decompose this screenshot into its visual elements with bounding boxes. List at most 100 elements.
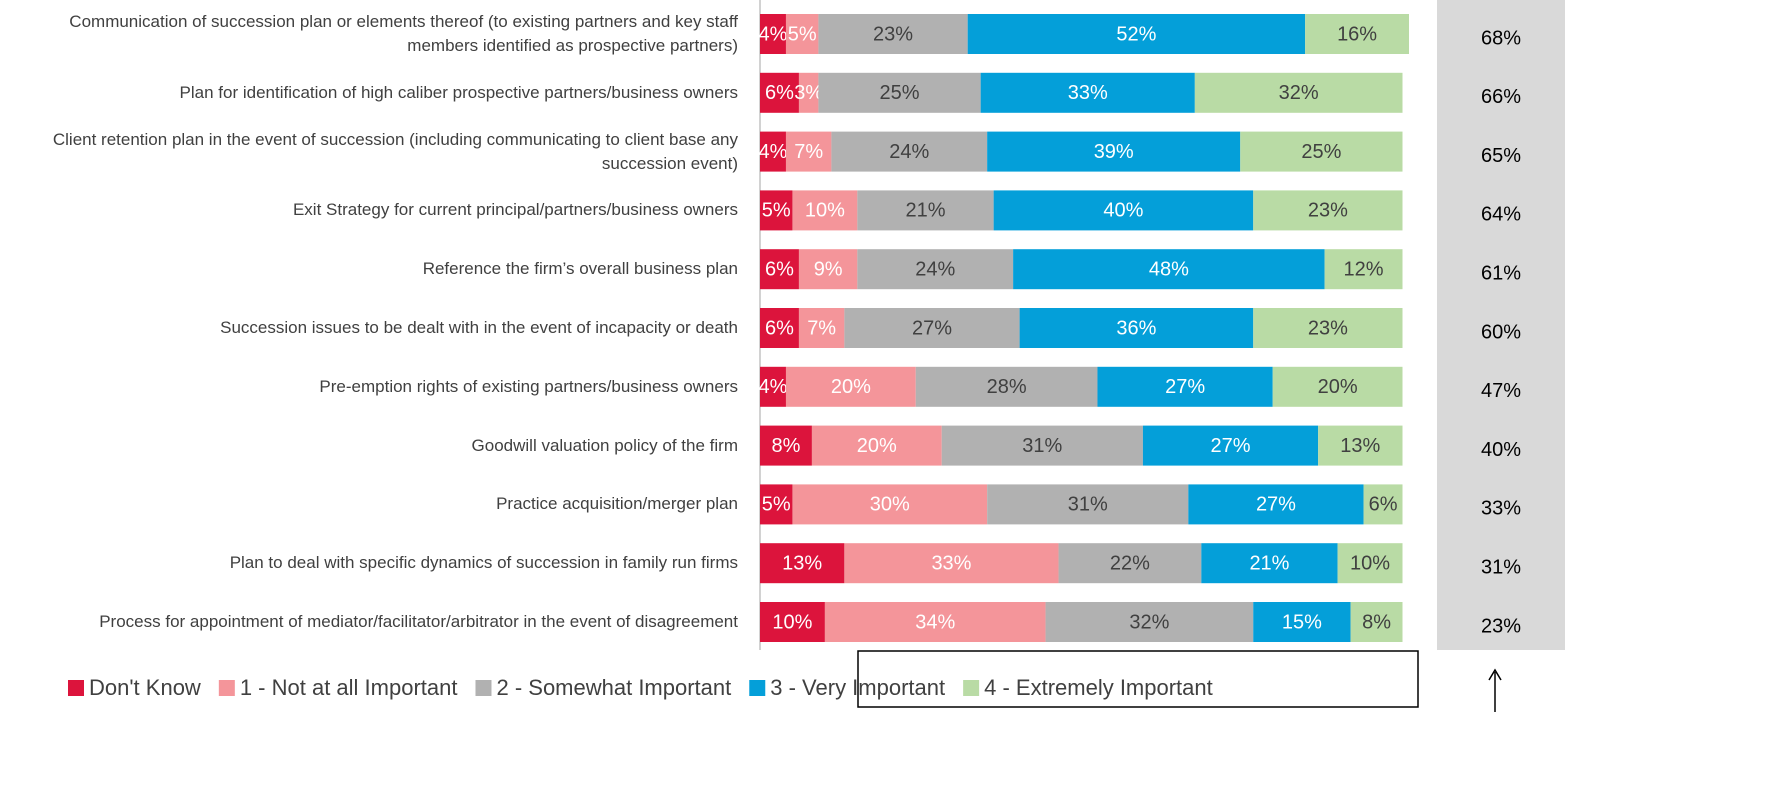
bar-segment bbox=[1097, 366, 1273, 407]
legend-label: Don't Know bbox=[89, 675, 201, 700]
legend-label: 2 - Somewhat Important bbox=[496, 675, 731, 700]
bar-segment bbox=[811, 425, 942, 466]
arrow-head bbox=[1488, 668, 1502, 681]
bar-label: 31% bbox=[1068, 494, 1108, 516]
bar-segment bbox=[818, 72, 981, 113]
category-text: Plan for identification of high caliber … bbox=[179, 82, 738, 102]
bar-segment bbox=[993, 190, 1254, 231]
legend-swatch bbox=[218, 680, 235, 696]
bar-label: 36% bbox=[1116, 317, 1156, 339]
legend-swatch bbox=[475, 680, 492, 696]
bar-label: 27% bbox=[1256, 494, 1296, 516]
total-label: 66% bbox=[1481, 86, 1521, 108]
total-label: 31% bbox=[1481, 556, 1521, 578]
bar-label: 3% bbox=[794, 82, 823, 104]
bar-label: 25% bbox=[1301, 141, 1341, 163]
bar-label: 33% bbox=[931, 552, 971, 574]
bar-segment bbox=[1324, 249, 1403, 290]
bar-label: 23% bbox=[1308, 317, 1348, 339]
category-text: Goodwill valuation policy of the firm bbox=[471, 435, 738, 455]
category-label: Reference the firm’s overall business pl… bbox=[0, 240, 738, 298]
bar-label: 21% bbox=[1249, 552, 1289, 574]
bar-label: 12% bbox=[1344, 258, 1384, 280]
bar-segment bbox=[1363, 484, 1403, 525]
bar-segment bbox=[760, 308, 799, 348]
bar-segment bbox=[760, 543, 845, 584]
bar-label: 4% bbox=[759, 376, 788, 398]
bar-segment bbox=[824, 602, 1046, 642]
bar-segment bbox=[1253, 308, 1403, 348]
category-label: Client retention plan in the event of su… bbox=[0, 123, 738, 181]
bar-label: 6% bbox=[765, 317, 794, 339]
bar-segment bbox=[1188, 484, 1364, 525]
category-text: Process for appointment of mediator/faci… bbox=[99, 612, 738, 631]
bar-segment bbox=[980, 72, 1195, 113]
bar-segment bbox=[1337, 543, 1403, 584]
bar-label: 28% bbox=[987, 376, 1027, 398]
bar-segment bbox=[760, 484, 793, 525]
category-label: Practice acquisition/merger plan bbox=[0, 475, 738, 533]
bar-label: 24% bbox=[915, 258, 955, 280]
bar-segment bbox=[760, 602, 825, 642]
total-label: 61% bbox=[1481, 262, 1521, 284]
bar-label: 33% bbox=[1068, 82, 1108, 104]
bar-label: 10% bbox=[805, 200, 845, 222]
bar-segment bbox=[760, 131, 786, 172]
total-label: 47% bbox=[1481, 380, 1521, 402]
bar-label: 5% bbox=[762, 200, 791, 222]
bar-segment bbox=[987, 484, 1189, 525]
bar-label: 16% bbox=[1337, 23, 1377, 45]
bar-label: 21% bbox=[905, 200, 945, 222]
bar-segment bbox=[785, 131, 832, 172]
bar-segment bbox=[792, 484, 988, 525]
bar-label: 10% bbox=[772, 611, 812, 633]
total-label: 68% bbox=[1481, 27, 1521, 49]
bar-segment bbox=[785, 14, 819, 54]
bar-label: 23% bbox=[873, 23, 913, 45]
bar-segment bbox=[760, 14, 786, 54]
bar-segment bbox=[1142, 425, 1319, 466]
category-label: Plan for identification of high caliber … bbox=[0, 64, 738, 122]
bar-label: 8% bbox=[772, 435, 801, 457]
bar-segment bbox=[1253, 602, 1351, 642]
bar-label: 30% bbox=[870, 494, 910, 516]
bar-label: 22% bbox=[1110, 552, 1150, 574]
bar-label: 10% bbox=[1350, 552, 1390, 574]
bar-label: 15% bbox=[1282, 611, 1322, 633]
bar-label: 4% bbox=[759, 141, 788, 163]
bar-segment bbox=[1350, 602, 1403, 642]
category-label: Pre-emption rights of existing partners/… bbox=[0, 358, 738, 416]
bar-label: 4% bbox=[759, 23, 788, 45]
bar-label: 31% bbox=[1022, 435, 1062, 457]
bar-label: 7% bbox=[794, 141, 823, 163]
bar-label: 27% bbox=[912, 317, 952, 339]
bar-segment bbox=[857, 190, 994, 231]
category-text: Practice acquisition/merger plan bbox=[496, 494, 738, 514]
bar-label: 20% bbox=[831, 376, 871, 398]
bar-label: 34% bbox=[915, 611, 955, 633]
category-text: Reference the firm’s overall business pl… bbox=[422, 259, 738, 279]
bar-segment bbox=[857, 249, 1014, 290]
bar-segment bbox=[941, 425, 1143, 466]
bar-label: 27% bbox=[1211, 435, 1251, 457]
total-label: 65% bbox=[1481, 145, 1521, 167]
bar-segment bbox=[1305, 14, 1409, 54]
bar-segment bbox=[798, 249, 858, 290]
category-label: Communication of succession plan or elem… bbox=[0, 5, 738, 63]
totals-panel bbox=[1437, 0, 1565, 650]
bar-label: 39% bbox=[1094, 141, 1134, 163]
bar-segment bbox=[798, 308, 845, 348]
bar-segment bbox=[844, 308, 1020, 348]
category-label: Plan to deal with specific dynamics of s… bbox=[0, 534, 738, 592]
bar-label: 20% bbox=[857, 435, 897, 457]
bar-label: 13% bbox=[1340, 435, 1380, 457]
total-label: 60% bbox=[1481, 321, 1521, 343]
legend-label: 3 - Very Important bbox=[770, 675, 945, 700]
category-text: Exit Strategy for current principal/part… bbox=[292, 200, 738, 220]
legend-label: 4 - Extremely Important bbox=[984, 675, 1213, 700]
bar-label: 23% bbox=[1308, 200, 1348, 222]
legend-box bbox=[857, 650, 1419, 708]
bar-segment bbox=[1240, 131, 1403, 172]
bar-segment bbox=[760, 190, 793, 231]
